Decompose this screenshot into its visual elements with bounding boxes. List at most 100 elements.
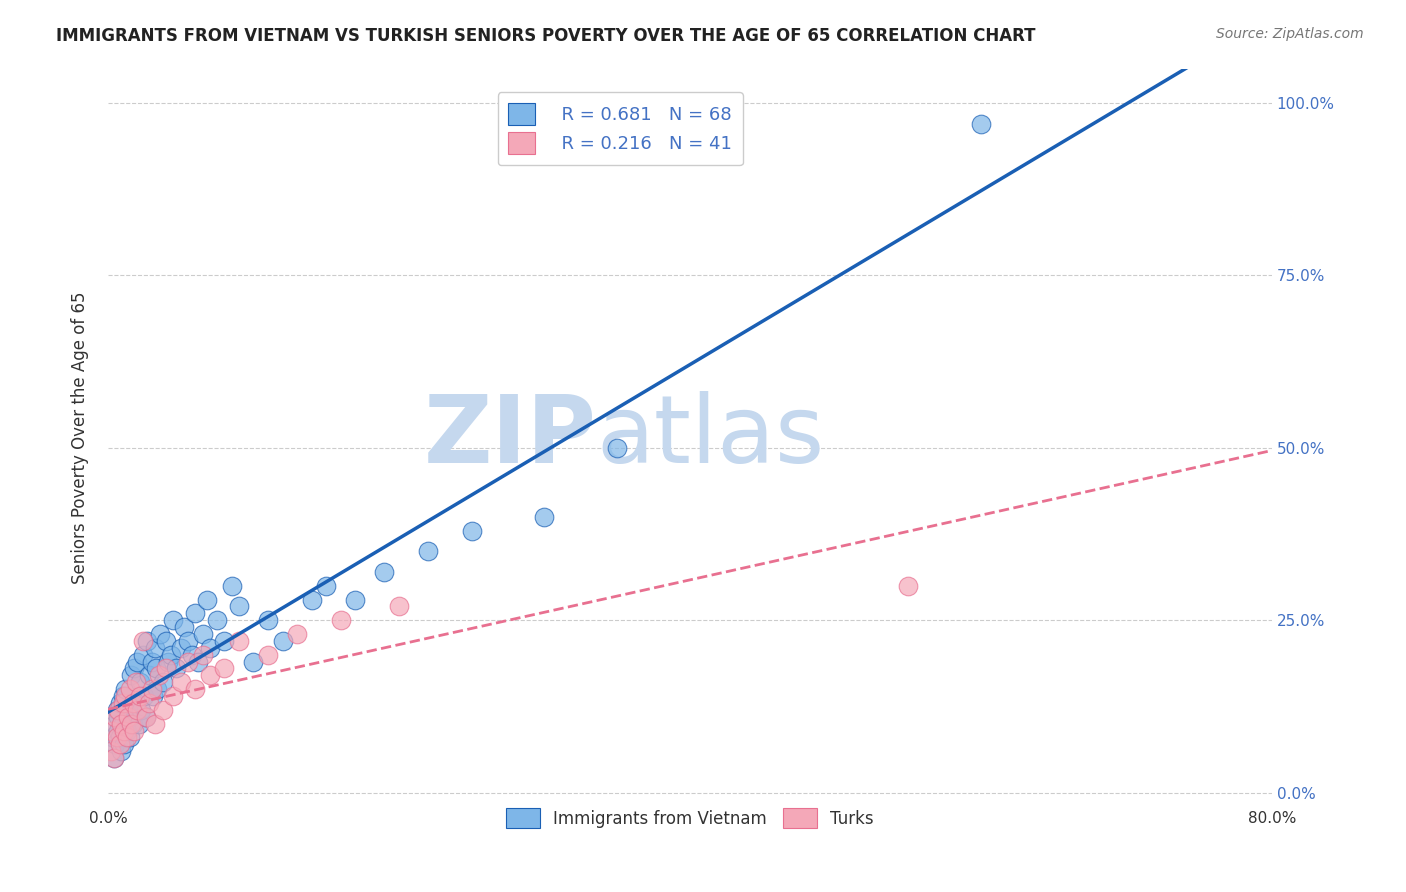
Point — [257, 613, 280, 627]
Point — [108, 737, 131, 751]
Point — [271, 633, 294, 648]
Point — [129, 689, 152, 703]
Point — [170, 640, 193, 655]
Point — [114, 682, 136, 697]
Point — [159, 648, 181, 662]
Point — [107, 703, 129, 717]
Point — [606, 441, 628, 455]
Point — [124, 696, 146, 710]
Point — [205, 613, 228, 627]
Point — [104, 710, 127, 724]
Point — [105, 731, 128, 745]
Point — [152, 675, 174, 690]
Point — [388, 599, 411, 614]
Point — [141, 682, 163, 697]
Point — [329, 613, 352, 627]
Point — [122, 661, 145, 675]
Point — [104, 716, 127, 731]
Point — [118, 731, 141, 745]
Point — [138, 696, 160, 710]
Point — [129, 675, 152, 690]
Point — [191, 648, 214, 662]
Point — [111, 696, 134, 710]
Point — [156, 655, 179, 669]
Point — [155, 661, 177, 675]
Point — [460, 524, 482, 538]
Text: ZIP: ZIP — [425, 392, 596, 483]
Point — [110, 716, 132, 731]
Point — [149, 627, 172, 641]
Point — [115, 723, 138, 738]
Point — [138, 668, 160, 682]
Point — [115, 731, 138, 745]
Point — [142, 689, 165, 703]
Point — [214, 633, 236, 648]
Point — [177, 655, 200, 669]
Point — [103, 751, 125, 765]
Point — [195, 592, 218, 607]
Point — [344, 592, 367, 607]
Point — [111, 716, 134, 731]
Point — [118, 710, 141, 724]
Point — [117, 703, 139, 717]
Point — [155, 633, 177, 648]
Point — [103, 751, 125, 765]
Point — [108, 731, 131, 745]
Point — [184, 607, 207, 621]
Point — [228, 633, 250, 648]
Point — [100, 744, 122, 758]
Point — [533, 509, 555, 524]
Point — [187, 655, 209, 669]
Point — [101, 723, 124, 738]
Point — [120, 668, 142, 682]
Point — [114, 689, 136, 703]
Point — [104, 737, 127, 751]
Text: Source: ZipAtlas.com: Source: ZipAtlas.com — [1216, 27, 1364, 41]
Point — [897, 579, 920, 593]
Text: IMMIGRANTS FROM VIETNAM VS TURKISH SENIORS POVERTY OVER THE AGE OF 65 CORRELATIO: IMMIGRANTS FROM VIETNAM VS TURKISH SENIO… — [56, 27, 1036, 45]
Text: atlas: atlas — [596, 392, 825, 483]
Point — [285, 627, 308, 641]
Point — [173, 620, 195, 634]
Point — [191, 627, 214, 641]
Point — [111, 689, 134, 703]
Point — [970, 117, 993, 131]
Point — [177, 633, 200, 648]
Point — [131, 703, 153, 717]
Point — [105, 703, 128, 717]
Point — [132, 633, 155, 648]
Point — [165, 661, 187, 675]
Point — [242, 655, 264, 669]
Point — [373, 565, 395, 579]
Point — [228, 599, 250, 614]
Point — [152, 703, 174, 717]
Point — [214, 661, 236, 675]
Point — [121, 696, 143, 710]
Point — [146, 682, 169, 697]
Point — [301, 592, 323, 607]
Point — [135, 710, 157, 724]
Point — [184, 682, 207, 697]
Point — [107, 723, 129, 738]
Point — [143, 640, 166, 655]
Point — [121, 716, 143, 731]
Point — [143, 716, 166, 731]
Point — [162, 613, 184, 627]
Point — [120, 716, 142, 731]
Point — [108, 696, 131, 710]
Point — [170, 675, 193, 690]
Point — [112, 723, 135, 738]
Point — [221, 579, 243, 593]
Point — [198, 640, 221, 655]
Point — [132, 648, 155, 662]
Point — [101, 731, 124, 745]
Point — [127, 655, 149, 669]
Point — [117, 710, 139, 724]
Point — [141, 655, 163, 669]
Point — [107, 710, 129, 724]
Point — [135, 710, 157, 724]
Point — [416, 544, 439, 558]
Point — [124, 675, 146, 690]
Point — [148, 668, 170, 682]
Point — [110, 744, 132, 758]
